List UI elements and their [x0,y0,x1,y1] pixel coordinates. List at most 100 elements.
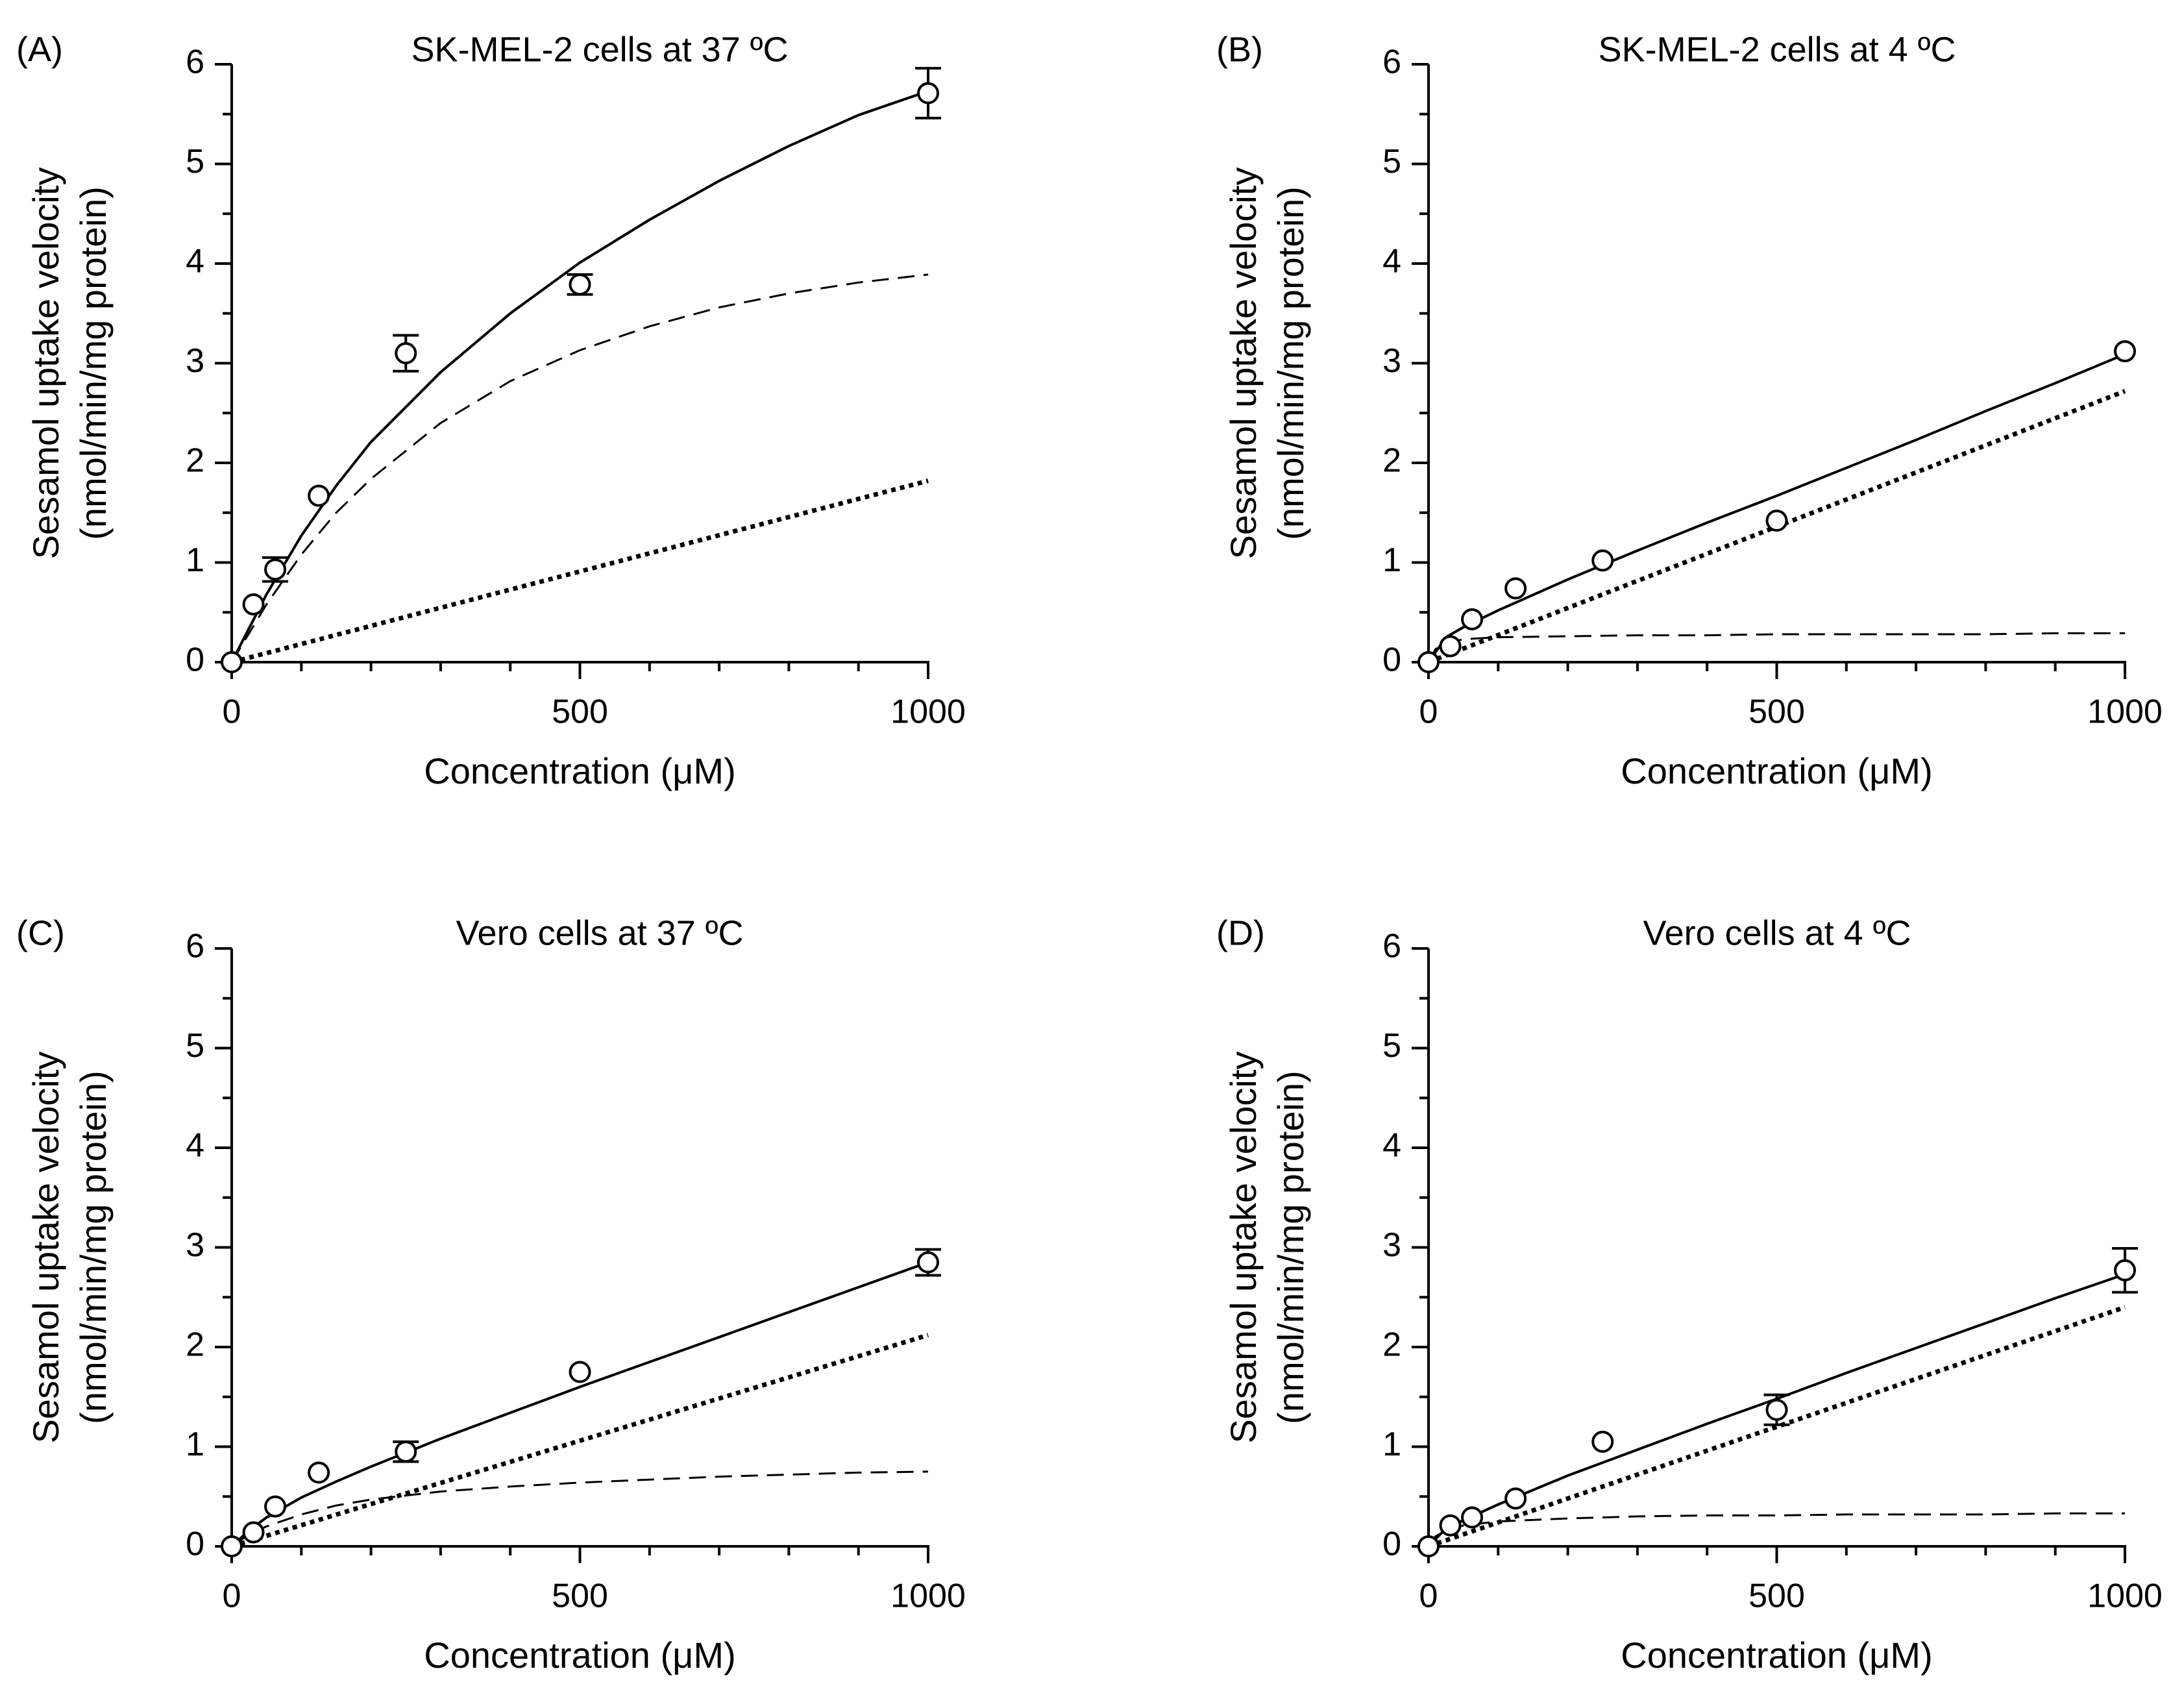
y-axis-label-line2: (nmol/min/mg protein) [73,186,114,540]
data-point [1591,549,1614,572]
series-line-solid [232,1261,929,1546]
y-tick-label: 3 [1382,1226,1401,1264]
x-axis-label: Concentration (μM) [424,750,735,791]
data-point [395,342,417,365]
y-axis-label-line1: Sesamol uptake velocity [1223,1052,1264,1444]
x-tick-label: 1000 [2087,693,2163,731]
y-tick-label: 1 [186,541,204,579]
x-tick-label: 1000 [890,693,966,731]
x-tick-label: 0 [223,1577,241,1615]
y-tick-label: 4 [1382,1127,1401,1165]
y-tick-label: 2 [1382,442,1401,480]
x-tick-label: 500 [1748,693,1805,731]
chart-title: SK-MEL-2 cells at 4 ºC [1599,30,1956,69]
data-point [1765,510,1788,532]
y-axis-label-line1: Sesamol uptake velocity [1223,167,1264,560]
data-point [1504,577,1527,600]
x-tick-label: 0 [1419,1577,1438,1615]
data-point [917,82,939,105]
data-point [569,1361,591,1383]
y-tick-label: 4 [186,1127,204,1165]
y-tick-label: 6 [1382,43,1401,81]
x-axis-label: Concentration (μM) [1621,750,1932,791]
x-axis-label: Concentration (μM) [1621,1635,1932,1676]
data-point [242,1521,265,1544]
data-point [569,273,591,296]
data-point [1439,1514,1462,1537]
series-line-dotted [232,478,929,662]
series-line-dashed [1429,1512,2125,1546]
panel-letter: (B) [1216,30,1263,69]
panel-letter: (D) [1216,913,1265,952]
y-tick-label: 0 [186,641,204,679]
panel-d: (D) Vero cells at 4 ºC 0 1 2 3 4 5 6 0 500 1000 Conc… [1216,913,2163,1676]
data-point [1504,1487,1527,1510]
y-tick-label: 4 [186,243,204,280]
data-point [2114,340,2136,363]
y-tick-label: 3 [1382,342,1401,380]
y-tick-label: 4 [1382,243,1401,280]
y-tick-label: 2 [1382,1326,1401,1364]
series-line-dashed [1429,632,2125,662]
chart-title: SK-MEL-2 cells at 37 ºC [411,30,789,69]
panel-c: (C) Vero cells at 37 ºC 0 1 2 3 4 5 6 0 500 1000 Con… [16,913,966,1676]
series-line-solid [1429,353,2126,662]
y-axis-label-line2: (nmol/min/mg protein) [1270,1070,1311,1424]
series-line-dashed [232,273,929,662]
data-point [308,484,330,507]
y-tick-label: 2 [186,442,204,480]
y-tick-label: 6 [186,43,204,81]
data-point [1461,1506,1484,1529]
y-tick-label: 0 [1382,1526,1401,1563]
x-tick-label: 1000 [2087,1577,2163,1615]
series-line-solid [232,90,929,662]
y-tick-label: 5 [186,1027,204,1065]
panel-a: (A) SK-MEL-2 cells at 37 ºC 0 1 2 3 4 5 6 0 500 100… [16,30,966,791]
y-tick-label: 6 [186,928,204,965]
data-point [917,1251,939,1274]
data-point [395,1441,417,1463]
data-point [1461,608,1484,630]
y-tick-label: 0 [186,1526,204,1563]
x-tick-label: 0 [1419,693,1438,731]
y-tick-label: 5 [1382,1027,1401,1065]
x-tick-label: 1000 [890,1577,966,1615]
data-point [1439,635,1462,658]
x-tick-label: 500 [552,693,608,731]
y-tick-label: 5 [1382,143,1401,180]
data-point [1591,1430,1614,1453]
data-point [1417,1535,1440,1557]
y-axis-label-line2: (nmol/min/mg protein) [73,1070,114,1424]
data-point [308,1461,330,1484]
y-tick-label: 1 [186,1426,204,1463]
y-tick-label: 0 [1382,641,1401,679]
x-tick-label: 500 [1748,1577,1805,1615]
panel-b: (B) SK-MEL-2 cells at 4 ºC 0 1 2 3 4 5 6 0 500 1000… [1216,30,2163,791]
series-line-dashed [232,1470,929,1546]
y-axis-label-line2: (nmol/min/mg protein) [1270,186,1311,540]
chart-title: Vero cells at 37 ºC [456,913,744,952]
data-point [2114,1259,2136,1281]
series-line-dotted [232,1333,929,1546]
y-tick-label: 3 [186,1226,204,1264]
panel-letter: (A) [16,30,63,69]
data-point [1417,651,1440,673]
x-tick-label: 0 [223,693,241,731]
y-tick-label: 2 [186,1326,204,1364]
x-tick-label: 500 [552,1577,608,1615]
y-tick-label: 5 [186,143,204,180]
y-axis-label-line1: Sesamol uptake velocity [25,1052,66,1444]
y-tick-label: 3 [186,342,204,380]
y-tick-label: 1 [1382,1426,1401,1463]
data-point [1765,1398,1788,1421]
y-tick-label: 6 [1382,928,1401,965]
chart-title: Vero cells at 4 ºC [1643,913,1911,952]
data-point [221,1535,243,1557]
data-point [242,593,265,615]
y-axis-label-line1: Sesamol uptake velocity [25,167,66,560]
y-tick-label: 1 [1382,541,1401,579]
data-point [264,558,287,581]
data-point [221,651,243,673]
panel-letter: (C) [16,913,65,952]
x-axis-label: Concentration (μM) [424,1635,735,1676]
